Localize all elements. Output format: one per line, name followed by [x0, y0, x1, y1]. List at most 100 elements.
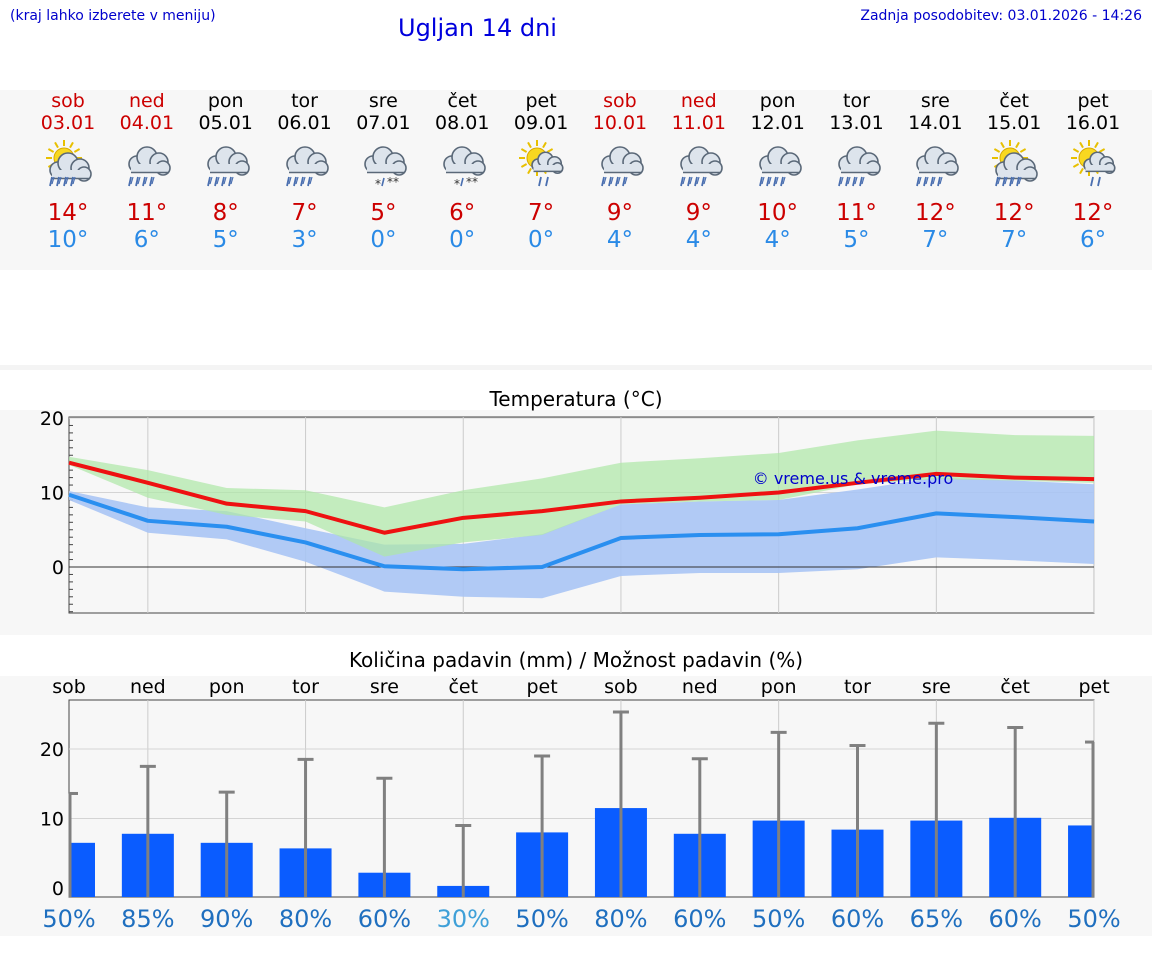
sun-ray — [521, 148, 528, 153]
day-date: 08.01 — [435, 112, 490, 134]
sun-ray — [994, 148, 1001, 153]
precipitation-probability-label: 50% — [752, 905, 805, 933]
sun-ray — [1072, 163, 1080, 168]
max-temperature: 8° — [212, 200, 239, 226]
y-tick-label: 0 — [52, 878, 64, 900]
sun-ray — [521, 163, 528, 168]
min-temperature: 4° — [764, 227, 791, 253]
precipitation — [538, 176, 549, 187]
raindrop — [860, 176, 865, 185]
raindrop — [1016, 176, 1021, 187]
cloud — [679, 146, 723, 176]
raindrop — [918, 176, 922, 185]
raindrop — [287, 176, 292, 185]
raindrop — [148, 176, 153, 187]
cloud — [531, 151, 564, 175]
day-date: 16.01 — [1065, 112, 1121, 134]
raindrop — [779, 176, 784, 187]
raindrop — [925, 176, 929, 185]
cloud — [758, 146, 802, 176]
sun-ray — [1079, 141, 1084, 149]
min-temperature: 5° — [843, 227, 870, 253]
raindrop — [72, 176, 76, 185]
x-category-label: pet — [526, 676, 557, 698]
sun-ray — [73, 148, 81, 153]
max-temperature: 12° — [993, 200, 1035, 226]
raindrop — [223, 176, 227, 185]
raindrop — [930, 176, 935, 187]
raindrop — [460, 177, 465, 187]
y-tick-label: 0 — [52, 557, 64, 579]
raindrop — [682, 176, 686, 185]
precipitation-bar — [1068, 825, 1094, 897]
sun-ray — [1094, 141, 1099, 149]
raindrop — [216, 176, 220, 185]
raindrop — [1002, 176, 1007, 187]
day-name: čet — [999, 90, 1029, 112]
day-name: sre — [368, 90, 398, 112]
raindrop — [545, 176, 549, 187]
raindrop — [301, 176, 306, 185]
raindrop — [916, 176, 921, 187]
raindrop — [130, 176, 134, 185]
day-date: 13.01 — [829, 112, 884, 134]
raindrop — [839, 176, 844, 185]
day-date: 10.01 — [592, 112, 648, 134]
cloud-base — [1085, 165, 1113, 172]
cloud — [837, 146, 881, 176]
raindrop — [285, 176, 290, 187]
sun-ray — [546, 148, 554, 153]
location-hint: (kraj lahko izberete v meniju) — [10, 8, 216, 24]
raindrop — [858, 176, 863, 187]
raindrop — [761, 176, 765, 185]
cloud-rain-icon — [831, 140, 885, 194]
precipitation — [285, 176, 313, 187]
snowflake: ** — [387, 175, 399, 189]
cloud-rain-icon — [121, 140, 175, 194]
precipitation-probability-label: 60% — [989, 905, 1042, 933]
cloud — [285, 146, 329, 176]
raindrop — [127, 176, 132, 187]
precipitation-probability-label: 50% — [515, 905, 568, 933]
min-temperature: 7° — [922, 227, 949, 253]
day-name: pet — [1077, 90, 1109, 112]
raindrop — [772, 176, 777, 187]
day-name: sob — [51, 90, 85, 112]
precipitation-bar — [69, 842, 95, 897]
x-category-label: ned — [130, 676, 166, 698]
y-tick-label: 10 — [40, 809, 64, 831]
raindrop — [1018, 176, 1022, 185]
raindrop — [696, 176, 700, 185]
temperature-chart: 20 10 0 © vreme.us & vreme.pro — [40, 408, 1095, 614]
min-temperature: 6° — [1079, 227, 1107, 253]
day-name: pon — [207, 90, 244, 112]
cloud-rain-icon — [752, 140, 806, 194]
sun-ray — [527, 141, 532, 149]
precipitation-probability-label: 80% — [594, 905, 647, 933]
min-temperature: 7° — [1001, 227, 1028, 253]
cloud-base — [209, 164, 246, 173]
precipitation — [49, 176, 76, 187]
day-name: tor — [291, 90, 318, 112]
raindrop — [758, 176, 763, 187]
raindrop — [134, 176, 139, 187]
day-name: čet — [447, 90, 478, 112]
raindrop — [213, 176, 218, 187]
raindrop — [220, 176, 225, 187]
x-category-label: tor — [292, 676, 319, 698]
x-category-label: ned — [682, 676, 718, 698]
cloud-snow-icon: * ** — [357, 140, 411, 194]
sun-ray — [1000, 141, 1006, 149]
page-title: Ugljan 14 dni — [398, 14, 557, 42]
raindrop — [615, 176, 619, 187]
day-name: pet — [525, 90, 557, 112]
sun-cloud-rain-icon — [42, 140, 96, 194]
raindrop — [63, 176, 67, 187]
min-temperature: 0° — [528, 227, 555, 253]
precipitation — [837, 176, 865, 187]
day-name: ned — [128, 90, 165, 112]
day-date: 12.01 — [750, 112, 805, 134]
precipitation — [601, 176, 628, 187]
raindrop — [608, 176, 612, 187]
